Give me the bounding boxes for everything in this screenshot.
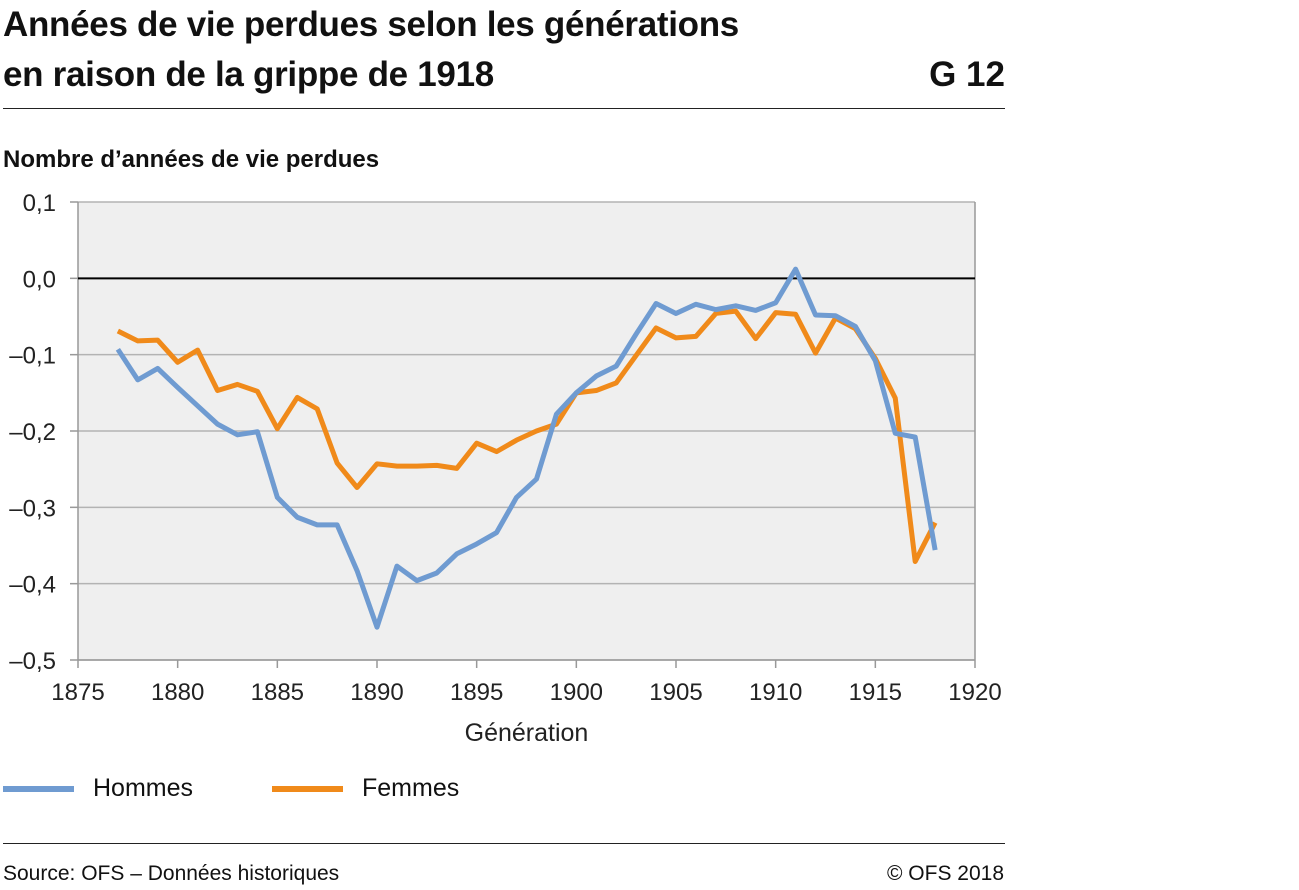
legend-item-femmes: Femmes — [272, 774, 459, 803]
bottom-rule — [3, 843, 1005, 844]
top-rule — [3, 108, 1005, 109]
legend-label-hommes: Hommes — [93, 774, 194, 802]
series-line-femmes — [116, 308, 938, 565]
title-line-1: Années de vie perdues selon les générati… — [3, 5, 739, 44]
chart-title: Années de vie perdues selon les générati… — [3, 0, 903, 100]
x-tick-label: 1885 — [251, 679, 304, 706]
y-tick-label: –0,3 — [9, 495, 56, 522]
x-tick-label: 1880 — [151, 679, 204, 706]
y-tick-label: –0,2 — [9, 419, 56, 446]
source-note: Source: OFS – Données historiques — [3, 862, 340, 885]
figure-code: G 12 — [929, 55, 1005, 94]
x-tick-label: 1905 — [649, 679, 702, 706]
series-line-hommes — [115, 266, 938, 630]
x-tick-label: 1875 — [51, 679, 104, 706]
x-tick-label: 1920 — [948, 679, 1001, 706]
title-line-2: en raison de la grippe de 1918 — [3, 55, 494, 94]
y-axis-label: Nombre d’années de vie perdues — [3, 146, 380, 173]
x-tick-label: 1900 — [550, 679, 603, 706]
x-tick-label: 1915 — [849, 679, 902, 706]
y-tick-label: –0,4 — [9, 572, 56, 599]
y-tick-label: –0,5 — [9, 648, 56, 675]
x-axis-label: Génération — [465, 719, 589, 747]
x-tick-label: 1890 — [350, 679, 403, 706]
legend-item-hommes: Hommes — [3, 774, 193, 803]
legend-label-femmes: Femmes — [362, 774, 460, 802]
x-tick-label: 1895 — [450, 679, 503, 706]
y-tick-label: 0,0 — [23, 266, 56, 293]
y-tick-label: 0,1 — [23, 190, 56, 217]
y-tick-label: –0,1 — [9, 343, 56, 370]
x-tick-label: 1910 — [749, 679, 802, 706]
legend-swatch-hommes — [3, 785, 74, 792]
legend-swatch-femmes — [272, 785, 343, 792]
copyright-note: © OFS 2018 — [886, 862, 1004, 885]
